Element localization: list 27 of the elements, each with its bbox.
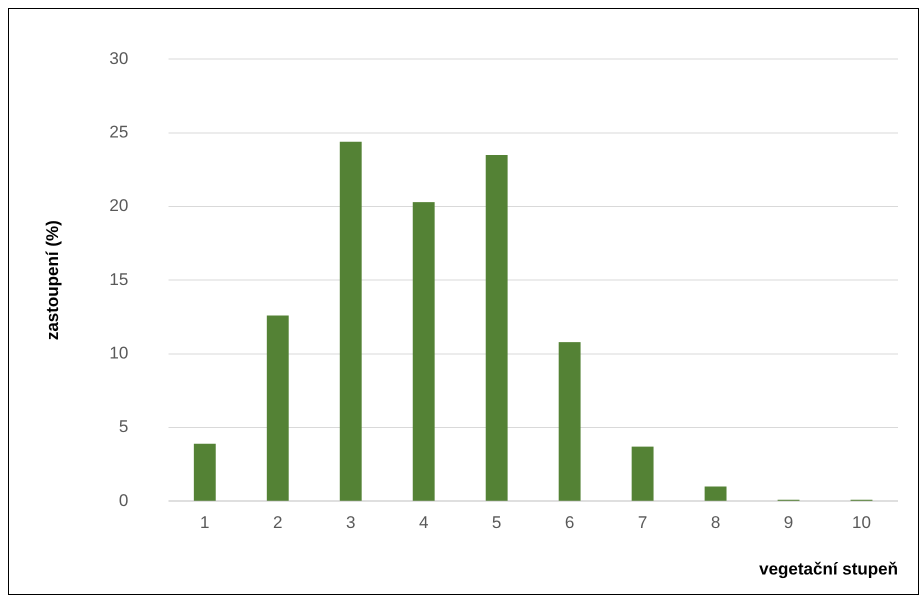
x-tick-label: 4 <box>418 513 428 532</box>
x-tick-label: 1 <box>200 513 210 532</box>
y-tick-label: 25 <box>109 122 128 142</box>
x-tick-label: 3 <box>346 513 356 532</box>
bar <box>194 444 216 501</box>
x-tick-label: 9 <box>784 513 794 532</box>
bar <box>704 486 727 501</box>
y-tick-label: 20 <box>109 196 128 216</box>
x-tick-label: 6 <box>564 513 574 532</box>
bar <box>558 342 581 501</box>
bar <box>266 316 289 501</box>
x-tick-label: 2 <box>273 513 282 532</box>
y-tick-label: 0 <box>118 490 128 510</box>
bar <box>632 446 654 501</box>
y-tick-label: 15 <box>109 270 128 289</box>
x-tick-label: 8 <box>710 513 720 532</box>
bar <box>340 142 362 501</box>
bar <box>486 154 508 501</box>
x-tick-label: 7 <box>638 513 648 532</box>
x-axis-title: vegetační stupeň <box>759 559 898 578</box>
y-tick-label: 10 <box>109 344 128 363</box>
y-tick-label: 30 <box>109 48 128 68</box>
x-tick-label: 10 <box>852 513 871 532</box>
x-tick-label: 5 <box>492 513 502 532</box>
bar <box>412 202 435 501</box>
y-axis-title: zastoupení (%) <box>42 220 62 340</box>
y-tick-label: 5 <box>118 417 128 436</box>
